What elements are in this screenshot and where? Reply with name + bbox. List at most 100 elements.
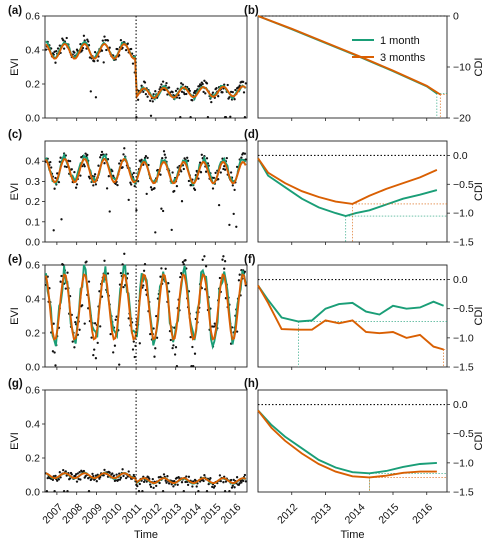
observation-point bbox=[229, 171, 233, 174]
y-tick-label: −1.0 bbox=[453, 208, 474, 220]
observation-point bbox=[54, 364, 57, 367]
observation-point bbox=[83, 39, 86, 42]
observation-point bbox=[235, 225, 238, 228]
observation-point bbox=[104, 39, 107, 42]
observation-point bbox=[111, 169, 114, 173]
observation-point bbox=[209, 477, 212, 480]
observation-point bbox=[238, 273, 241, 276]
observation-point bbox=[204, 170, 208, 173]
observation-point bbox=[193, 352, 197, 355]
observation-point bbox=[181, 83, 185, 86]
observation-point bbox=[215, 86, 218, 90]
observation-point bbox=[240, 156, 243, 159]
observation-point bbox=[87, 40, 90, 43]
observation-point bbox=[89, 90, 92, 93]
observation-point bbox=[66, 489, 69, 493]
observation-point bbox=[142, 480, 146, 484]
observation-point bbox=[183, 92, 186, 96]
observation-point bbox=[93, 50, 97, 54]
observation-point bbox=[127, 470, 130, 473]
observation-point bbox=[114, 318, 117, 321]
observation-point bbox=[225, 156, 228, 160]
observation-point bbox=[101, 39, 104, 42]
observation-point bbox=[103, 259, 106, 262]
observation-point bbox=[154, 90, 157, 93]
observation-point bbox=[46, 476, 49, 480]
observation-point bbox=[94, 96, 98, 99]
observation-point bbox=[131, 62, 135, 65]
observation-point bbox=[155, 484, 158, 488]
series-line-1-month bbox=[257, 409, 437, 475]
observation-point bbox=[184, 259, 187, 262]
observation-point bbox=[132, 340, 135, 343]
y-tick-label: −0.5 bbox=[453, 303, 474, 315]
observation-point bbox=[181, 261, 185, 264]
observation-point bbox=[84, 475, 87, 478]
observation-point bbox=[118, 478, 122, 481]
x-tick-label: 2014 bbox=[343, 501, 368, 526]
observation-point bbox=[152, 327, 155, 330]
series-line-3-months bbox=[257, 157, 438, 205]
observation-point bbox=[221, 258, 224, 261]
observation-point bbox=[163, 153, 166, 156]
observation-point bbox=[175, 364, 179, 368]
legend-label-3-months: 3 months bbox=[380, 52, 426, 64]
observation-point bbox=[187, 475, 191, 478]
observation-point bbox=[133, 184, 136, 188]
observation-point bbox=[240, 481, 243, 484]
observation-point bbox=[149, 483, 152, 486]
observation-point bbox=[88, 177, 92, 180]
series-line-3-months bbox=[257, 409, 437, 479]
observation-point bbox=[152, 93, 155, 96]
observation-point bbox=[182, 489, 185, 493]
y-tick-label: 0.4 bbox=[25, 294, 40, 306]
observation-point bbox=[190, 364, 193, 368]
observation-point bbox=[59, 280, 62, 283]
observation-point bbox=[106, 272, 110, 275]
x-tick-label: 2016 bbox=[410, 501, 435, 526]
observation-point bbox=[176, 483, 179, 486]
observation-point bbox=[205, 489, 209, 493]
observation-point bbox=[243, 473, 247, 477]
observation-point bbox=[191, 345, 194, 349]
observation-point bbox=[238, 84, 241, 87]
observation-point bbox=[112, 174, 115, 177]
observation-point bbox=[66, 271, 69, 274]
observation-point bbox=[58, 44, 61, 47]
x-tick-label: 2010 bbox=[100, 501, 125, 526]
series-line-3-months bbox=[45, 43, 247, 100]
observation-point bbox=[212, 325, 216, 328]
observation-point bbox=[193, 188, 197, 192]
observation-point bbox=[167, 482, 171, 485]
observation-point bbox=[176, 166, 179, 169]
observation-point bbox=[123, 252, 126, 255]
observation-point bbox=[112, 351, 115, 354]
observation-point bbox=[63, 165, 67, 168]
observation-point bbox=[93, 322, 97, 325]
observation-point bbox=[79, 42, 82, 46]
observation-point bbox=[68, 159, 72, 163]
series-line-3-months bbox=[257, 284, 444, 351]
observation-point bbox=[167, 282, 170, 285]
panel-label: (b) bbox=[244, 5, 259, 17]
observation-point bbox=[159, 86, 162, 89]
x-tick-label: 2013 bbox=[159, 501, 184, 526]
observation-point bbox=[217, 178, 220, 181]
y-axis-label: EVI bbox=[9, 307, 21, 325]
observation-point bbox=[233, 486, 236, 489]
y-tick-label: 0.4 bbox=[25, 156, 40, 168]
observation-point bbox=[149, 114, 153, 117]
observation-point bbox=[135, 116, 138, 119]
observation-point bbox=[171, 171, 174, 174]
observation-point bbox=[54, 61, 57, 64]
observation-point bbox=[161, 489, 165, 493]
panel-label: (f) bbox=[244, 254, 256, 266]
y-tick-label: 0.0 bbox=[453, 150, 468, 162]
observation-point bbox=[229, 90, 233, 94]
y-tick-label: 0.6 bbox=[25, 260, 40, 272]
observation-point bbox=[98, 290, 101, 293]
observation-point bbox=[92, 353, 95, 357]
legend-label-1-month: 1 month bbox=[380, 35, 420, 47]
y-tick-label: 0.0 bbox=[25, 362, 40, 374]
observation-point bbox=[121, 263, 124, 266]
